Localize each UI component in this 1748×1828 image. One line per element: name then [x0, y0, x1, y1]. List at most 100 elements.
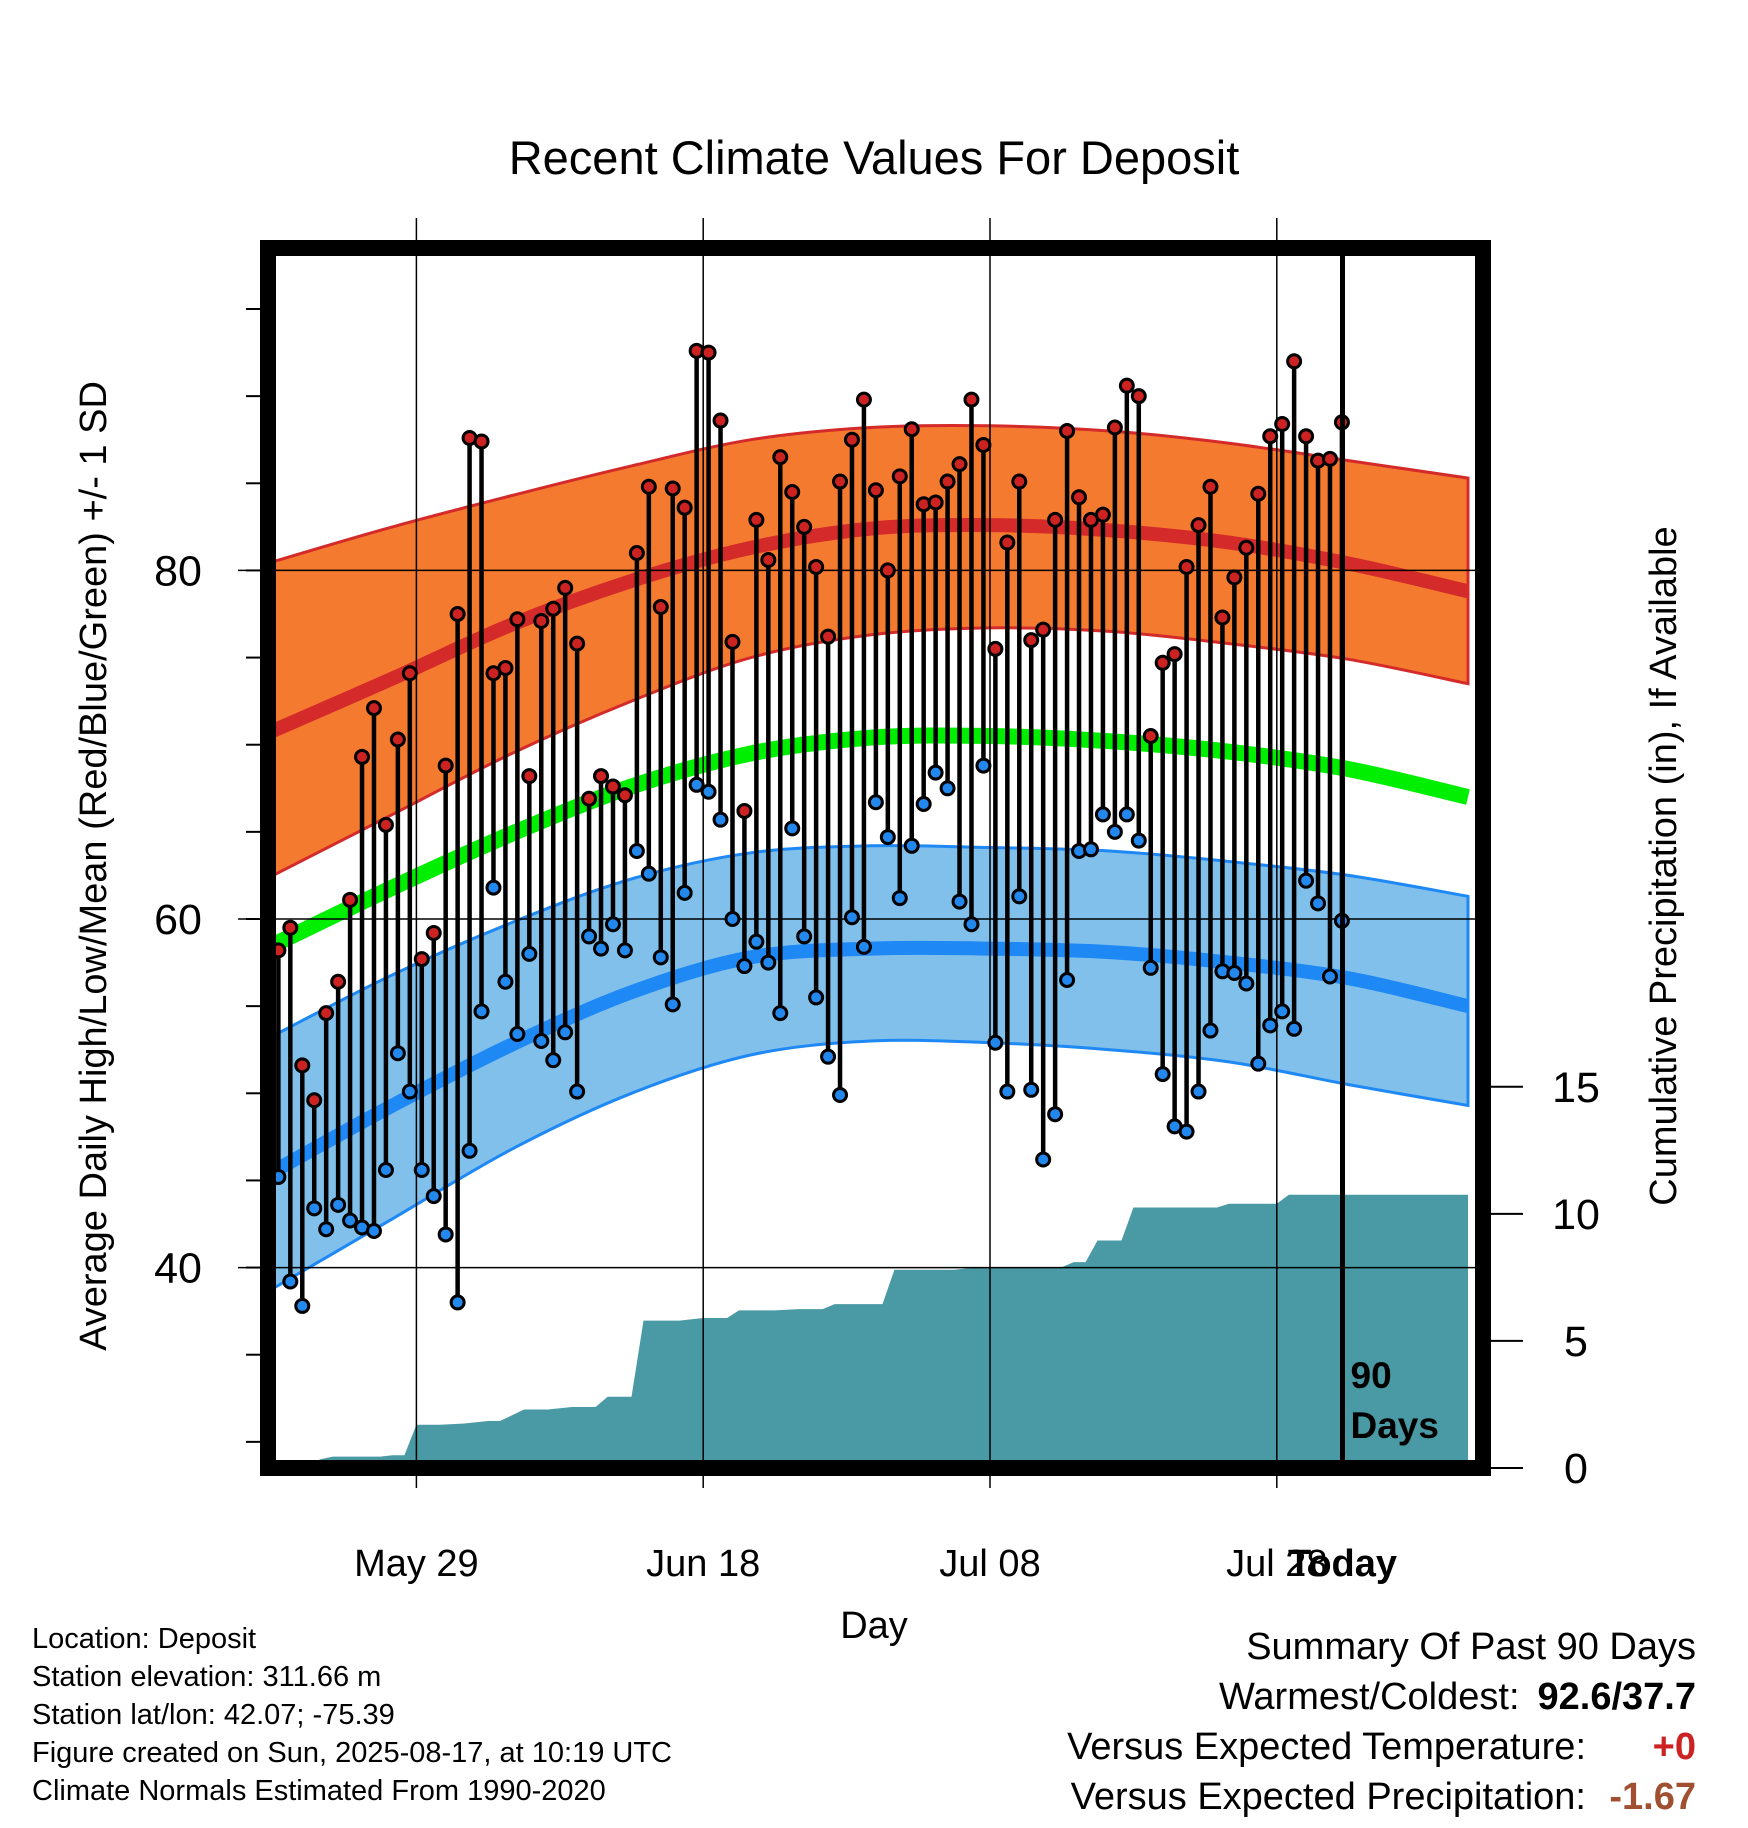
daily-high-point — [640, 478, 657, 495]
daily-high-point — [748, 511, 765, 528]
daily-low-point — [784, 820, 801, 837]
y-tick-label-60: 60 — [154, 896, 202, 944]
station-info: Location: Deposit Station elevation: 311… — [32, 1620, 672, 1810]
daily-low-point — [1238, 975, 1255, 992]
daily-high-point — [760, 551, 777, 568]
daily-high-point — [342, 891, 359, 908]
daily-low-point — [581, 928, 598, 945]
daily-low-point — [413, 1161, 430, 1178]
ninety-days-label-top: 90 — [1351, 1355, 1392, 1396]
daily-high-point — [1011, 473, 1028, 490]
daily-low-point — [401, 1083, 418, 1100]
daily-low-point — [521, 945, 538, 962]
daily-high-point — [903, 421, 920, 438]
daily-low-point — [891, 890, 908, 907]
daily-high-point — [581, 790, 598, 807]
daily-high-point — [808, 558, 825, 575]
y-tick-label-40: 40 — [154, 1245, 202, 1293]
x-tick-label-may-29: May 29 — [354, 1543, 479, 1585]
daily-low-point — [569, 1083, 586, 1100]
daily-high-point — [318, 1005, 335, 1022]
precip-anomaly-row: Versus Expected Precipitation: -1.67 — [1067, 1772, 1696, 1822]
daily-high-point — [712, 412, 729, 429]
daily-low-point — [927, 764, 944, 781]
daily-high-point — [927, 494, 944, 511]
daily-high-point — [1166, 646, 1183, 663]
daily-high-point — [354, 748, 371, 765]
daily-low-point — [377, 1161, 394, 1178]
precip-anomaly-label: Versus Expected Precipitation: — [1070, 1776, 1586, 1818]
daily-low-point — [449, 1294, 466, 1311]
daily-high-point — [999, 534, 1016, 551]
daily-low-point — [1154, 1066, 1171, 1083]
daily-low-point — [879, 829, 896, 846]
normals-text: Climate Normals Estimated From 1990-2020 — [32, 1775, 606, 1807]
daily-low-point — [1130, 832, 1147, 849]
daily-low-point — [533, 1033, 550, 1049]
daily-high-point — [700, 344, 717, 361]
y2-tick-label-10: 10 — [1552, 1191, 1600, 1239]
created-text: Figure created on Sun, 2025-08-17, at 10… — [32, 1737, 672, 1769]
daily-high-point — [796, 518, 813, 535]
daily-high-point — [1286, 353, 1303, 370]
daily-low-point — [1286, 1020, 1303, 1037]
daily-low-point — [975, 757, 992, 774]
daily-low-point — [1047, 1106, 1064, 1123]
daily-high-point — [939, 473, 956, 490]
daily-low-point — [330, 1196, 347, 1213]
y2-axis-label: Cumulative Precipitation (in), If Availa… — [1643, 526, 1685, 1205]
daily-low-point — [724, 911, 741, 927]
daily-low-point — [1178, 1123, 1195, 1140]
daily-high-point — [843, 431, 860, 448]
daily-high-point — [473, 433, 490, 450]
daily-low-point — [796, 928, 813, 945]
daily-low-point — [306, 1200, 323, 1217]
warmest-coldest-row: Warmest/Coldest: 92.6/37.7 — [1067, 1672, 1696, 1722]
daily-low-point — [939, 780, 956, 797]
daily-low-point — [497, 973, 514, 990]
latlon-text: Station lat/lon: 42.07; -75.39 — [32, 1699, 395, 1731]
x-tick-label-jun-18: Jun 18 — [646, 1543, 760, 1585]
daily-low-point — [1118, 806, 1135, 823]
daily-low-point — [1202, 1022, 1219, 1039]
daily-high-point — [1106, 419, 1123, 436]
daily-high-point — [784, 484, 801, 500]
daily-high-point — [1154, 654, 1171, 671]
daily-high-point — [855, 391, 872, 408]
daily-high-point — [1262, 428, 1279, 445]
daily-high-point — [557, 579, 574, 596]
daily-low-point — [1142, 959, 1159, 976]
daily-high-point — [1238, 539, 1255, 556]
daily-high-point — [1321, 450, 1338, 467]
daily-high-point — [724, 633, 741, 650]
daily-low-point — [1023, 1081, 1040, 1098]
daily-high-point — [676, 499, 693, 516]
daily-high-point — [820, 628, 837, 645]
daily-high-point — [1118, 377, 1135, 394]
daily-high-point — [963, 391, 980, 408]
summary-panel: Summary Of Past 90 Days Warmest/Coldest:… — [1067, 1622, 1696, 1822]
daily-high-point — [975, 436, 992, 453]
chart-title: Recent Climate Values For Deposit — [509, 131, 1240, 184]
daily-low-point — [1035, 1151, 1052, 1168]
ninety-days-label-bottom: Days — [1351, 1405, 1439, 1446]
temp-anomaly-value: +0 — [1652, 1726, 1696, 1768]
precipitation-area — [273, 1194, 1468, 1468]
daily-high-point — [593, 768, 610, 785]
daily-low-point — [808, 989, 825, 1006]
daily-high-point — [1047, 511, 1064, 528]
daily-low-point — [509, 1026, 526, 1043]
daily-low-point — [712, 811, 729, 828]
daily-high-point — [282, 919, 299, 936]
daily-high-point — [1059, 423, 1076, 439]
y-tick-label-80: 80 — [154, 547, 202, 595]
daily-low-point — [342, 1212, 359, 1229]
daily-high-point — [521, 768, 538, 785]
location-text: Location: Deposit — [32, 1623, 257, 1655]
daily-high-point — [1298, 428, 1315, 445]
daily-high-point — [401, 665, 418, 682]
x-tick-label-today: Today — [1288, 1543, 1397, 1585]
daily-high-point — [736, 802, 753, 819]
daily-high-point — [772, 449, 789, 466]
